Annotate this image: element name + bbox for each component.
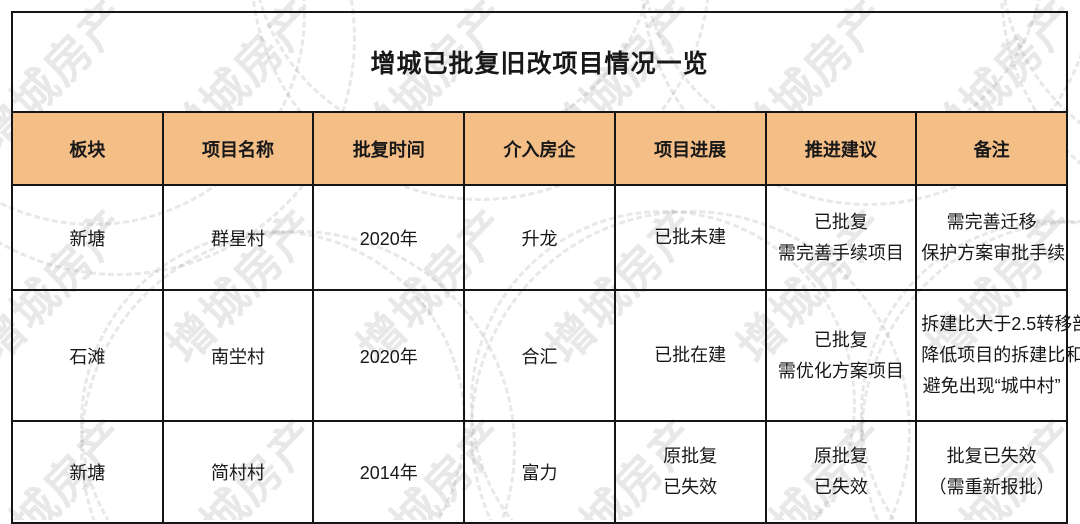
column-header-advice: 推进建议 (764, 111, 918, 186)
table-container: 增城已批复旧改项目情况一览 板块 项目名称 批复时间 介入房企 项目进展 推进建… (11, 11, 1080, 524)
cell-approval: 2014年 (312, 420, 466, 524)
cell-block: 新塘 (11, 184, 164, 291)
cell-developer: 合汇 (463, 289, 616, 422)
column-header-approval: 批复时间 (312, 111, 466, 186)
cell-block: 石滩 (11, 289, 164, 422)
cell-text-line: （需重新报批） (928, 477, 1055, 497)
cell-text-line: 原批复 (813, 446, 868, 467)
cell-project: 群星村 (161, 184, 315, 291)
cell-approval: 2020年 (312, 289, 466, 422)
cell-progress: 原批复 已失效 (613, 420, 767, 524)
cell-block: 新塘 (11, 420, 164, 524)
cell-progress: 已批在建 (613, 289, 767, 422)
cell-developer: 升龙 (463, 184, 616, 291)
cell-text-line: 需完善迁移 (946, 211, 1037, 232)
cell-advice: 原批复 已失效 (764, 420, 918, 524)
cell-advice: 已批复需优化方案项目 (764, 289, 918, 422)
cell-advice: 已批复需完善手续项目 (764, 184, 918, 291)
cell-remark: 需完善迁移保护方案审批手续 (915, 184, 1068, 291)
cell-text-line: 原批复 (663, 446, 718, 467)
table-header-row: 板块 项目名称 批复时间 介入房企 项目进展 推进建议 备注 (11, 111, 1068, 186)
table-row: 新塘 群星村 2020年 升龙 已批未建 已批复需完善手续项目 需完善迁移保护方… (11, 184, 1068, 291)
cell-approval: 2020年 (312, 184, 466, 291)
cell-text-line: 已失效 (813, 477, 868, 497)
project-table: 增城已批复旧改项目情况一览 板块 项目名称 批复时间 介入房企 项目进展 推进建… (11, 11, 1080, 524)
cell-text-line: 已批复 (813, 211, 868, 232)
cell-text-line: 批复已失效 (946, 446, 1037, 467)
cell-text-line: 降低项目的拆建比和容积率， (921, 345, 1080, 366)
cell-text-line: 已批在建 (654, 345, 727, 366)
column-header-developer: 介入房企 (463, 111, 616, 186)
page-title: 增城已批复旧改项目情况一览 (11, 11, 1068, 113)
cell-progress: 已批未建 (613, 184, 767, 291)
cell-text-line: 需优化方案项目 (777, 360, 904, 381)
cell-text-line: 需完善手续项目 (777, 242, 904, 263)
column-header-progress: 项目进展 (613, 111, 767, 186)
column-header-project: 项目名称 (161, 111, 315, 186)
cell-project: 南坣村 (161, 289, 315, 422)
cell-text-line: 已批复 (813, 329, 868, 350)
cell-text-line: 避免出现“城中村” (922, 375, 1061, 396)
cell-project: 简村村 (161, 420, 315, 524)
column-header-remark: 备注 (915, 111, 1068, 186)
table-row: 石滩 南坣村 2020年 合汇 已批在建 已批复需优化方案项目 拆建比大于2.5… (11, 289, 1080, 422)
cell-text-line: 拆建比大于2.5转移部分建设量， (921, 314, 1080, 335)
title-row: 增城已批复旧改项目情况一览 (11, 11, 1068, 113)
cell-text-line: 保护方案审批手续 (921, 242, 1066, 263)
cell-remark: 批复已失效 （需重新报批） (915, 420, 1068, 524)
cell-developer: 富力 (463, 420, 616, 524)
cell-remark: 拆建比大于2.5转移部分建设量， 降低项目的拆建比和容积率， 避免出现“城中村” (915, 289, 1080, 422)
cell-text-line: 已批未建 (654, 227, 727, 248)
column-header-block: 板块 (11, 111, 164, 186)
cell-text-line: 已失效 (663, 477, 718, 497)
table-row: 新塘 简村村 2014年 富力 原批复已失效 原批复已失效 批复已失效 （需重新报… (11, 420, 1068, 524)
